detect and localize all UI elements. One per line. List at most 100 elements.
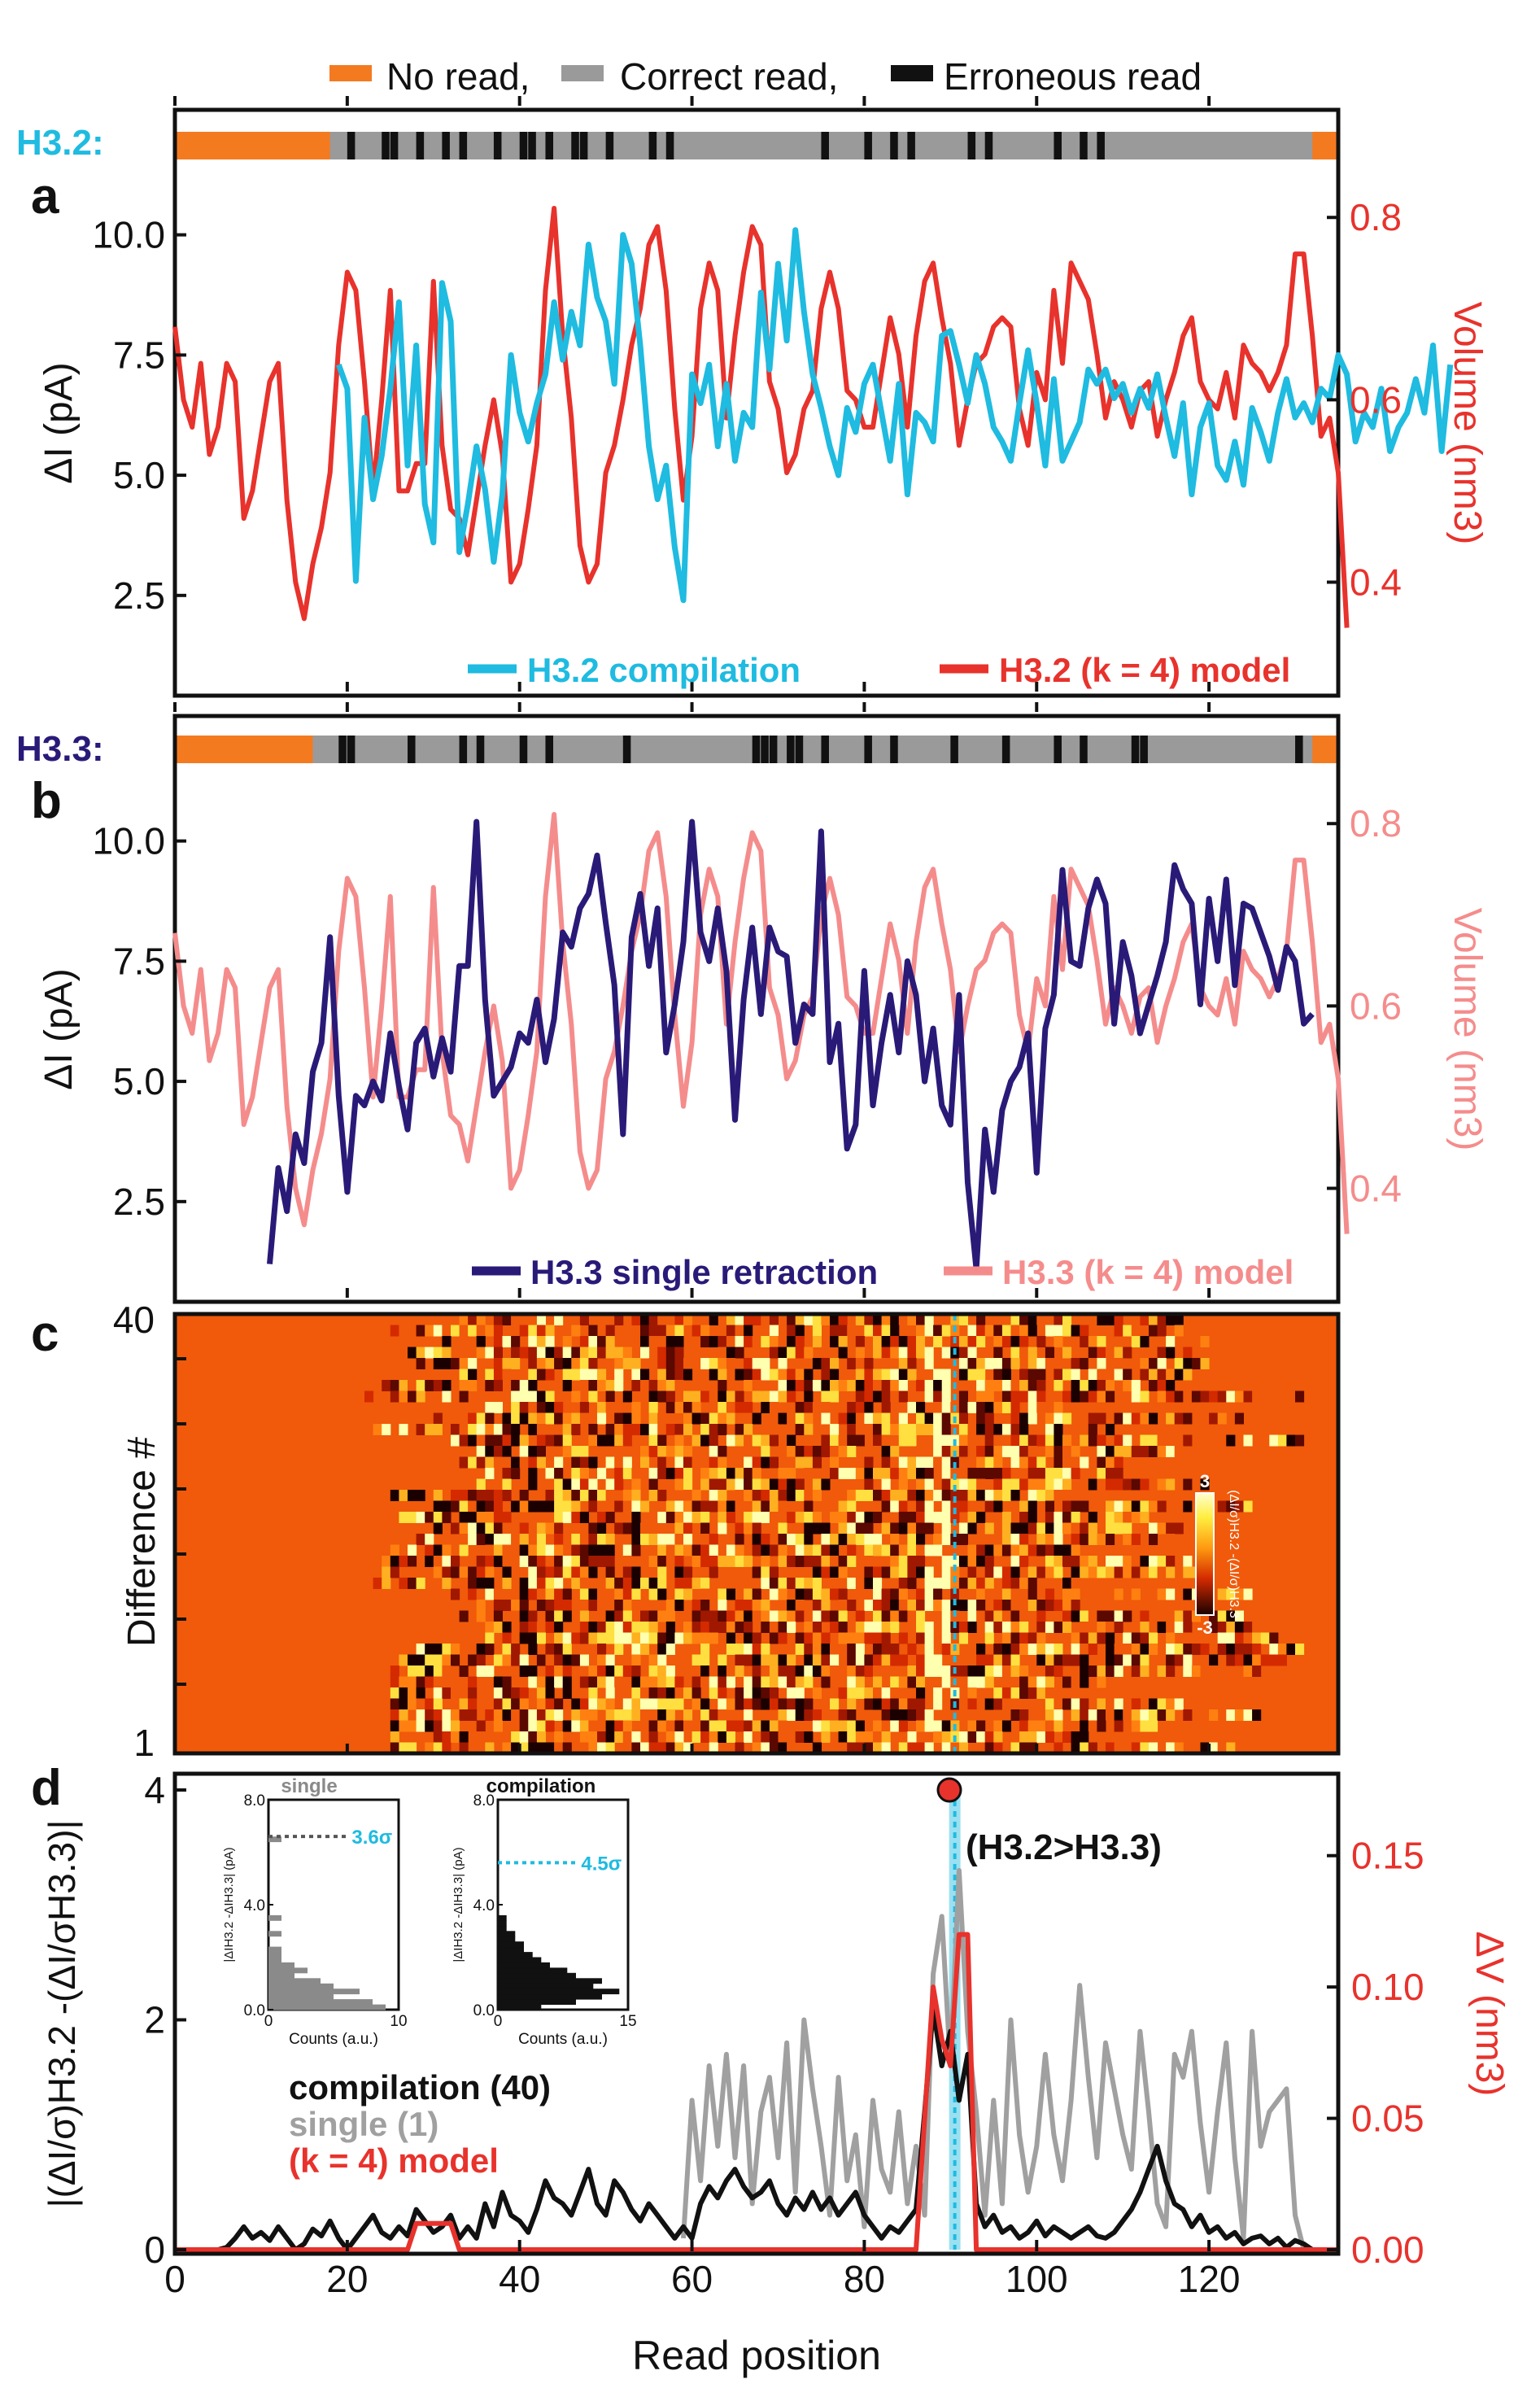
- heatmap-cell: [683, 1622, 693, 1633]
- heatmap-cell: [830, 1742, 840, 1754]
- heatmap-cell: [511, 1644, 521, 1655]
- heatmap-cell: [683, 1512, 693, 1523]
- heatmap-cell: [916, 1402, 926, 1413]
- heatmap-cell: [485, 1644, 495, 1655]
- heatmap-cell: [769, 1347, 779, 1359]
- series-line-h3-2-compilation: [336, 227, 1454, 604]
- heatmap-cell: [1166, 1336, 1176, 1347]
- heatmap-cell: [744, 1632, 753, 1644]
- heatmap-cell: [1036, 1490, 1046, 1501]
- heatmap-cell: [752, 1380, 761, 1391]
- heatmap-cell: [425, 1424, 434, 1435]
- heatmap-cell: [674, 1456, 684, 1469]
- heatmap-cell: [1036, 1434, 1046, 1447]
- heatmap-cell: [1054, 1434, 1063, 1447]
- heatmap-cell: [605, 1654, 615, 1666]
- heatmap-cell: [1209, 1434, 1219, 1447]
- heatmap-cell: [631, 1314, 641, 1325]
- heatmap-cell: [571, 1478, 581, 1491]
- heatmap-cell: [924, 1478, 934, 1491]
- heatmap-cell: [1166, 1434, 1176, 1447]
- heatmap-cell: [519, 1600, 529, 1611]
- heatmap-cell: [1080, 1434, 1089, 1447]
- heatmap-cell: [674, 1512, 684, 1523]
- heatmap-cell: [1036, 1644, 1046, 1655]
- heatmap-cell: [1045, 1402, 1054, 1413]
- heatmap-cell: [744, 1644, 753, 1655]
- heatmap-cell: [614, 1478, 624, 1491]
- heatmap-cell: [433, 1676, 443, 1688]
- heatmap-cell: [933, 1369, 943, 1381]
- heatmap-cell: [1149, 1522, 1158, 1535]
- heatmap-cell: [408, 1676, 417, 1688]
- heatmap-cell: [1045, 1556, 1054, 1567]
- heatmap-cell: [804, 1434, 814, 1447]
- heatmap-cell: [1027, 1731, 1037, 1743]
- heatmap-cell: [890, 1446, 900, 1457]
- heatmap-cell: [691, 1500, 701, 1513]
- heatmap-cell: [562, 1687, 572, 1699]
- heatmap-cell: [579, 1446, 589, 1457]
- heatmap-cell: [433, 1644, 443, 1655]
- heatmap-cell: [622, 1325, 632, 1337]
- heatmap-cell: [1183, 1390, 1193, 1403]
- heatmap-cell: [864, 1544, 874, 1556]
- inset-histogram-bar: [498, 1946, 524, 1953]
- heatmap-cell: [898, 1390, 908, 1403]
- heatmap-cell: [752, 1632, 761, 1644]
- heatmap-cell: [640, 1369, 650, 1381]
- heatmap-cell: [761, 1556, 770, 1567]
- heatmap-cell: [821, 1358, 831, 1369]
- heatmap-cell: [993, 1654, 1003, 1666]
- heatmap-cell: [442, 1390, 452, 1403]
- heatmap-cell: [1001, 1632, 1011, 1644]
- legend-label-single: single (1): [289, 2105, 438, 2143]
- heatmap-cell: [890, 1325, 900, 1337]
- heatmap-cell: [1001, 1665, 1011, 1677]
- heatmap-cell: [735, 1544, 744, 1556]
- heatmap-cell: [709, 1566, 718, 1578]
- heatmap-cell: [847, 1632, 857, 1644]
- heatmap-cell: [787, 1336, 796, 1347]
- heatmap-cell: [726, 1402, 735, 1413]
- heatmap-cell: [907, 1644, 917, 1655]
- heatmap-cell: [1036, 1687, 1046, 1699]
- heatmap-cell: [787, 1610, 796, 1622]
- heatmap-cell: [735, 1742, 744, 1754]
- panel-a-plot: [172, 206, 1454, 628]
- heatmap-cell: [442, 1709, 452, 1721]
- heatmap-cell: [1045, 1566, 1054, 1578]
- heatmap-cell: [881, 1720, 891, 1732]
- heatmap-cell: [993, 1456, 1003, 1469]
- heatmap-cell: [1036, 1676, 1046, 1688]
- heatmap-cell: [597, 1665, 607, 1677]
- heatmap-cell: [476, 1644, 486, 1655]
- heatmap-cell: [838, 1556, 848, 1567]
- heatmap-cell: [1140, 1720, 1150, 1732]
- heatmap-cell: [683, 1402, 693, 1413]
- heatmap-cell: [787, 1622, 796, 1633]
- heatmap-cell: [718, 1456, 727, 1469]
- heatmap-cell: [1234, 1588, 1244, 1600]
- heatmap-cell: [1183, 1588, 1193, 1600]
- heatmap-cell: [761, 1369, 770, 1381]
- heatmap-cell: [1097, 1434, 1106, 1447]
- heatmap-cell: [718, 1412, 727, 1425]
- heatmap-cell: [873, 1500, 883, 1513]
- heatmap-cell: [881, 1336, 891, 1347]
- track-error-read: [1131, 736, 1140, 763]
- heatmap-cell: [631, 1698, 641, 1710]
- heatmap-cell: [597, 1698, 607, 1710]
- heatmap-cell: [1106, 1654, 1115, 1666]
- heatmap-cell: [579, 1566, 589, 1578]
- heatmap-cell: [528, 1665, 538, 1677]
- heatmap-cell: [485, 1665, 495, 1677]
- heatmap-cell: [795, 1424, 805, 1435]
- heatmap-cell: [605, 1687, 615, 1699]
- heatmap-cell: [1062, 1434, 1072, 1447]
- heatmap-cell: [683, 1412, 693, 1425]
- ytick-label: 2.5: [113, 574, 165, 617]
- heatmap-cell: [459, 1325, 469, 1337]
- heatmap-cell: [752, 1544, 761, 1556]
- panel-a-read-track: [175, 132, 1338, 159]
